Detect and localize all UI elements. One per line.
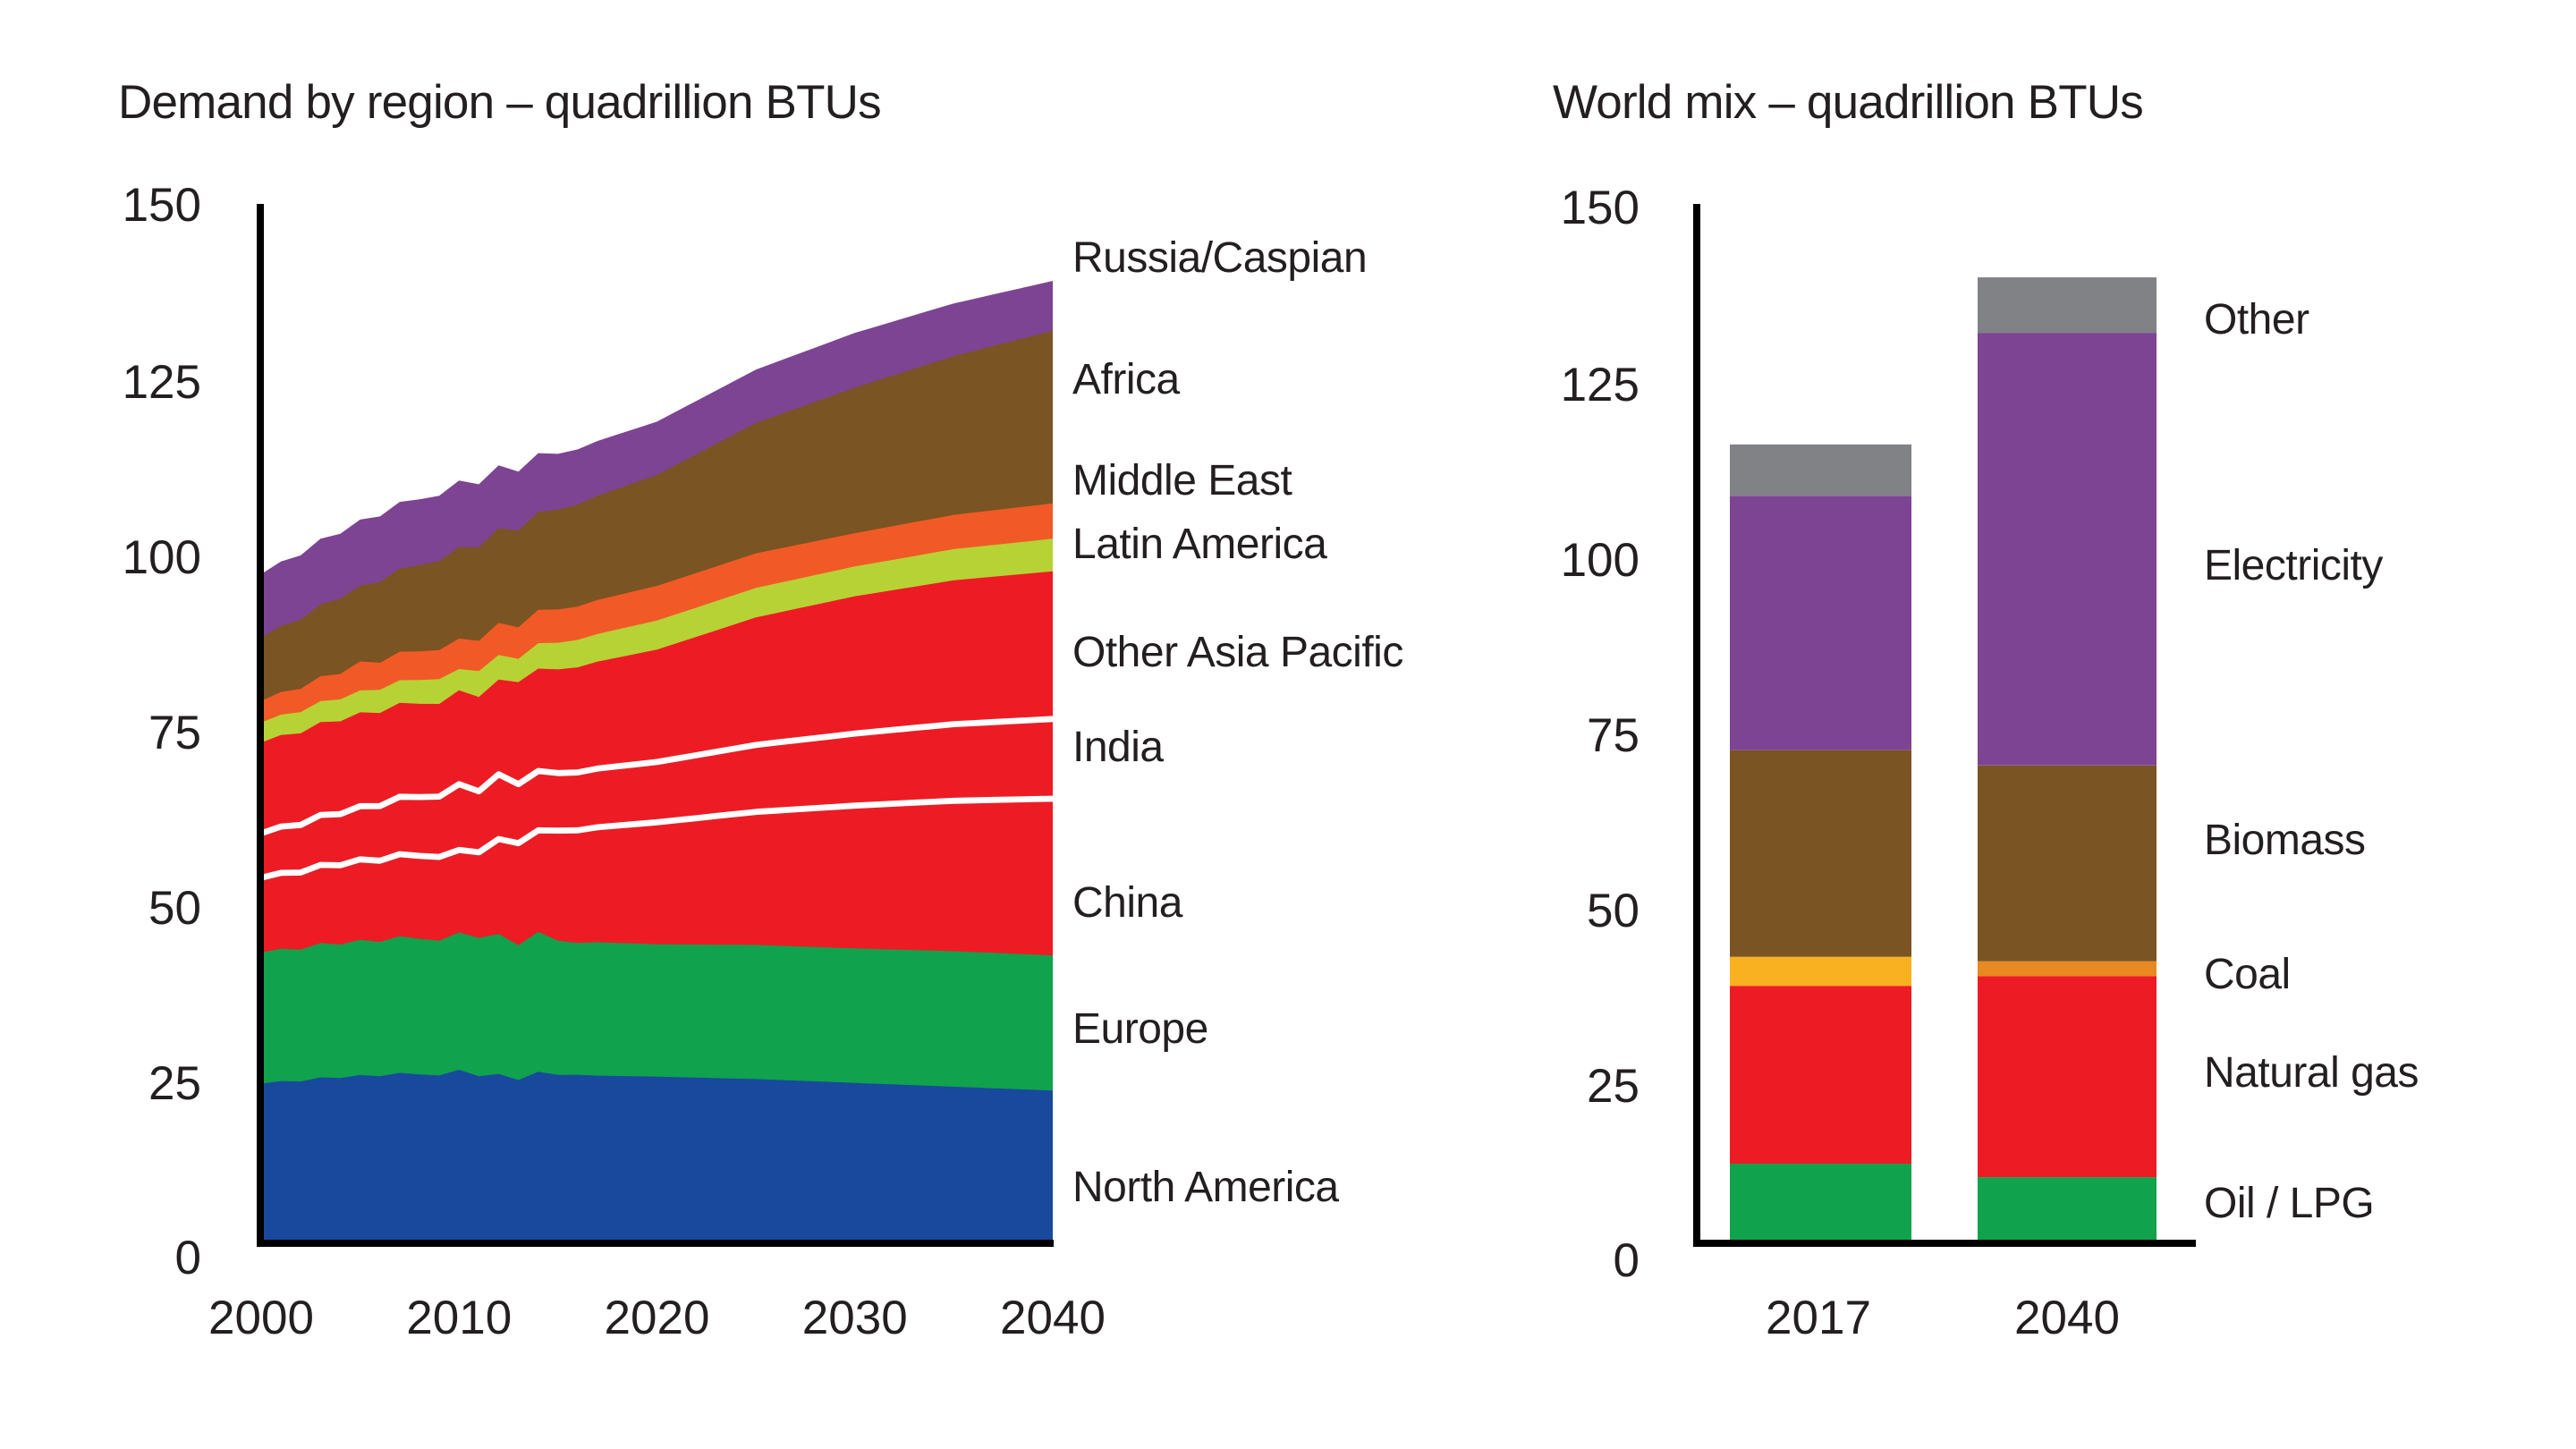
svg-text:75: 75 [148,707,201,759]
svg-text:50: 50 [1587,885,1640,937]
svg-text:Natural gas: Natural gas [2204,1049,2419,1097]
svg-text:Biomass: Biomass [2204,817,2366,864]
svg-text:2030: 2030 [802,1292,908,1344]
svg-text:150: 150 [1561,182,1640,234]
svg-text:Other: Other [2204,296,2309,343]
svg-text:Middle East: Middle East [1072,457,1292,504]
svg-text:World mix – quadrillion BTUs: World mix – quadrillion BTUs [1553,76,2143,129]
svg-text:25: 25 [148,1057,201,1110]
svg-text:2040: 2040 [2014,1292,2120,1344]
svg-text:150: 150 [123,179,201,232]
svg-text:Latin America: Latin America [1072,521,1327,568]
svg-text:2040: 2040 [1000,1292,1106,1344]
svg-text:India: India [1072,724,1164,771]
svg-text:Coal: Coal [2204,951,2291,998]
svg-text:Other Asia Pacific: Other Asia Pacific [1072,629,1403,676]
svg-text:Demand by region – quadrillion: Demand by region – quadrillion BTUs [118,76,881,129]
svg-text:2020: 2020 [605,1292,710,1344]
svg-text:75: 75 [1587,709,1640,762]
svg-text:0: 0 [175,1232,201,1284]
svg-text:North America: North America [1072,1164,1339,1211]
svg-text:Electricity: Electricity [2204,542,2383,589]
svg-text:100: 100 [1561,534,1640,587]
svg-text:2017: 2017 [1766,1292,1871,1344]
svg-text:0: 0 [1614,1234,1640,1287]
svg-text:25: 25 [1587,1060,1640,1113]
svg-text:100: 100 [123,531,201,584]
svg-text:2000: 2000 [208,1292,314,1344]
svg-text:Africa: Africa [1072,356,1181,403]
svg-text:125: 125 [123,356,201,409]
svg-text:Russia/Caspian: Russia/Caspian [1072,234,1367,282]
svg-text:125: 125 [1561,359,1640,411]
svg-text:Oil / LPG: Oil / LPG [2204,1180,2374,1227]
svg-text:China: China [1072,879,1183,927]
svg-text:2010: 2010 [406,1292,512,1344]
svg-text:50: 50 [148,882,201,935]
svg-text:Europe: Europe [1072,1005,1208,1053]
